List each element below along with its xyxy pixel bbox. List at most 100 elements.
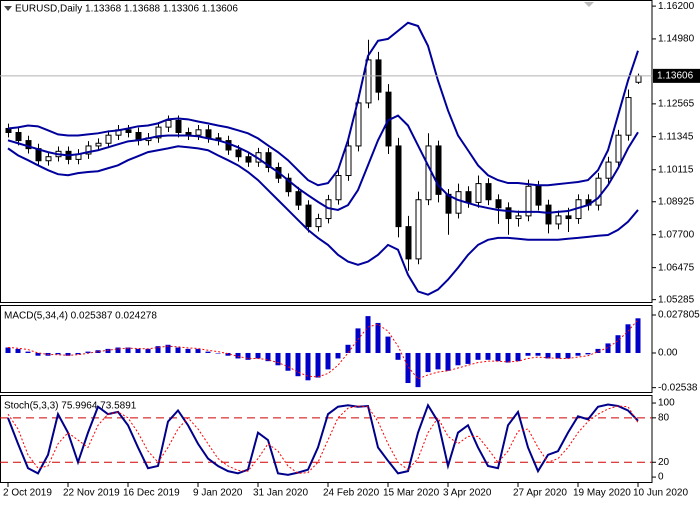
y-tick-label: 20 [658, 457, 670, 468]
candle-body [245, 156, 252, 163]
candle-body [305, 204, 312, 228]
macd-bar [95, 350, 101, 353]
macd-bar [565, 352, 571, 359]
macd-bar [235, 352, 241, 359]
x-tick-label: 24 Feb 2020 [323, 488, 380, 499]
candle-body [45, 156, 52, 162]
price-label-box [653, 68, 700, 83]
macd-bar [575, 352, 581, 356]
candle-body [155, 126, 162, 139]
macd-bar [505, 352, 511, 363]
bollinger-band [7, 114, 639, 214]
candle-body [125, 129, 132, 134]
candle-body [635, 75, 642, 83]
candle-body [95, 142, 102, 147]
candle-body [395, 145, 402, 228]
macd-bar [245, 352, 251, 360]
macd-bar [165, 344, 171, 353]
candle-body [605, 161, 612, 179]
macd-bar [185, 348, 191, 353]
y-tick-label: 1.11345 [658, 131, 694, 142]
candle-body [555, 215, 562, 225]
macd-bar [125, 347, 131, 353]
macd-bar [465, 352, 471, 364]
candle-body [525, 185, 532, 217]
macd-signal [7, 319, 639, 380]
y-tick-label: 0 [658, 472, 664, 483]
macd-bar [425, 352, 431, 373]
candle-body [405, 226, 412, 260]
y-tick-label: 1.06475 [658, 262, 695, 273]
candle-body [265, 152, 272, 168]
x-tick-label: 19 May 2020 [573, 488, 631, 499]
candle-body [565, 215, 572, 220]
macd-bar [225, 352, 231, 356]
y-tick-label: 1.07700 [658, 229, 695, 240]
candle-body [415, 199, 422, 260]
y-tick-label: 1.10115 [658, 164, 694, 175]
candle-body [295, 191, 302, 206]
macd-bar [385, 336, 391, 353]
macd-bar [255, 352, 261, 359]
candle-body [425, 145, 432, 201]
x-tick-label: 15 Mar 2020 [383, 488, 440, 499]
y-tick-label: 1.05285 [658, 294, 695, 305]
panel-frame [0, 395, 653, 483]
macd-bar [625, 324, 631, 353]
x-tick-label: 22 Nov 2019 [63, 488, 120, 499]
macd-bar [615, 335, 621, 353]
candle-body [85, 145, 92, 155]
macd-title: MACD(5,34,4) 0.025387 0.024278 [4, 311, 157, 322]
macd-bar [475, 352, 481, 360]
candle-body [335, 175, 342, 201]
candle-body [545, 204, 552, 225]
candle-body [315, 218, 322, 228]
macd-bar [265, 352, 271, 362]
x-tick-label: 31 Jan 2020 [253, 488, 308, 499]
candle-body [505, 207, 512, 220]
macd-bar [305, 352, 311, 381]
price-label: 1.13606 [657, 71, 694, 82]
candle-body [455, 191, 462, 214]
macd-bar [545, 352, 551, 359]
y-tick-label: 1.14980 [658, 34, 695, 45]
macd-bar [635, 318, 641, 353]
candle-body [205, 129, 212, 139]
candle-body [485, 183, 492, 201]
macd-bar [355, 328, 361, 353]
candle-body [15, 132, 22, 142]
macd-bar [345, 344, 351, 353]
macd-bar [455, 352, 461, 366]
macd-bar [445, 352, 451, 371]
macd-bar [605, 343, 611, 353]
macd-bar [5, 347, 11, 353]
x-tick-label: 10 Jun 2020 [633, 488, 688, 499]
y-tick-label: 80 [658, 412, 670, 423]
candle-body [165, 119, 172, 128]
macd-bar [285, 352, 291, 371]
stoch-title: Stoch(5,3,3) 75.9964 73.5891 [4, 401, 137, 412]
macd-bar [155, 346, 161, 353]
macd-bar [115, 347, 121, 353]
candle-body [625, 97, 632, 136]
macd-bar [365, 316, 371, 353]
macd-bar [215, 352, 221, 354]
candle-body [235, 149, 242, 158]
candle-body [175, 119, 182, 134]
y-tick-label: 1.08925 [658, 196, 695, 207]
macd-bar [275, 352, 281, 366]
macd-bar [65, 352, 71, 356]
y-tick-label: 1.16200 [658, 1, 695, 12]
candle-body [475, 183, 482, 203]
stoch-line [7, 405, 639, 474]
candle-body [195, 129, 202, 136]
macd-bar [25, 351, 31, 353]
macd-bar [395, 352, 401, 360]
macd-bar [335, 352, 341, 359]
macd-bar [585, 352, 591, 355]
macd-bar [435, 352, 441, 370]
candle-body [345, 145, 352, 177]
candle-body [495, 199, 502, 209]
